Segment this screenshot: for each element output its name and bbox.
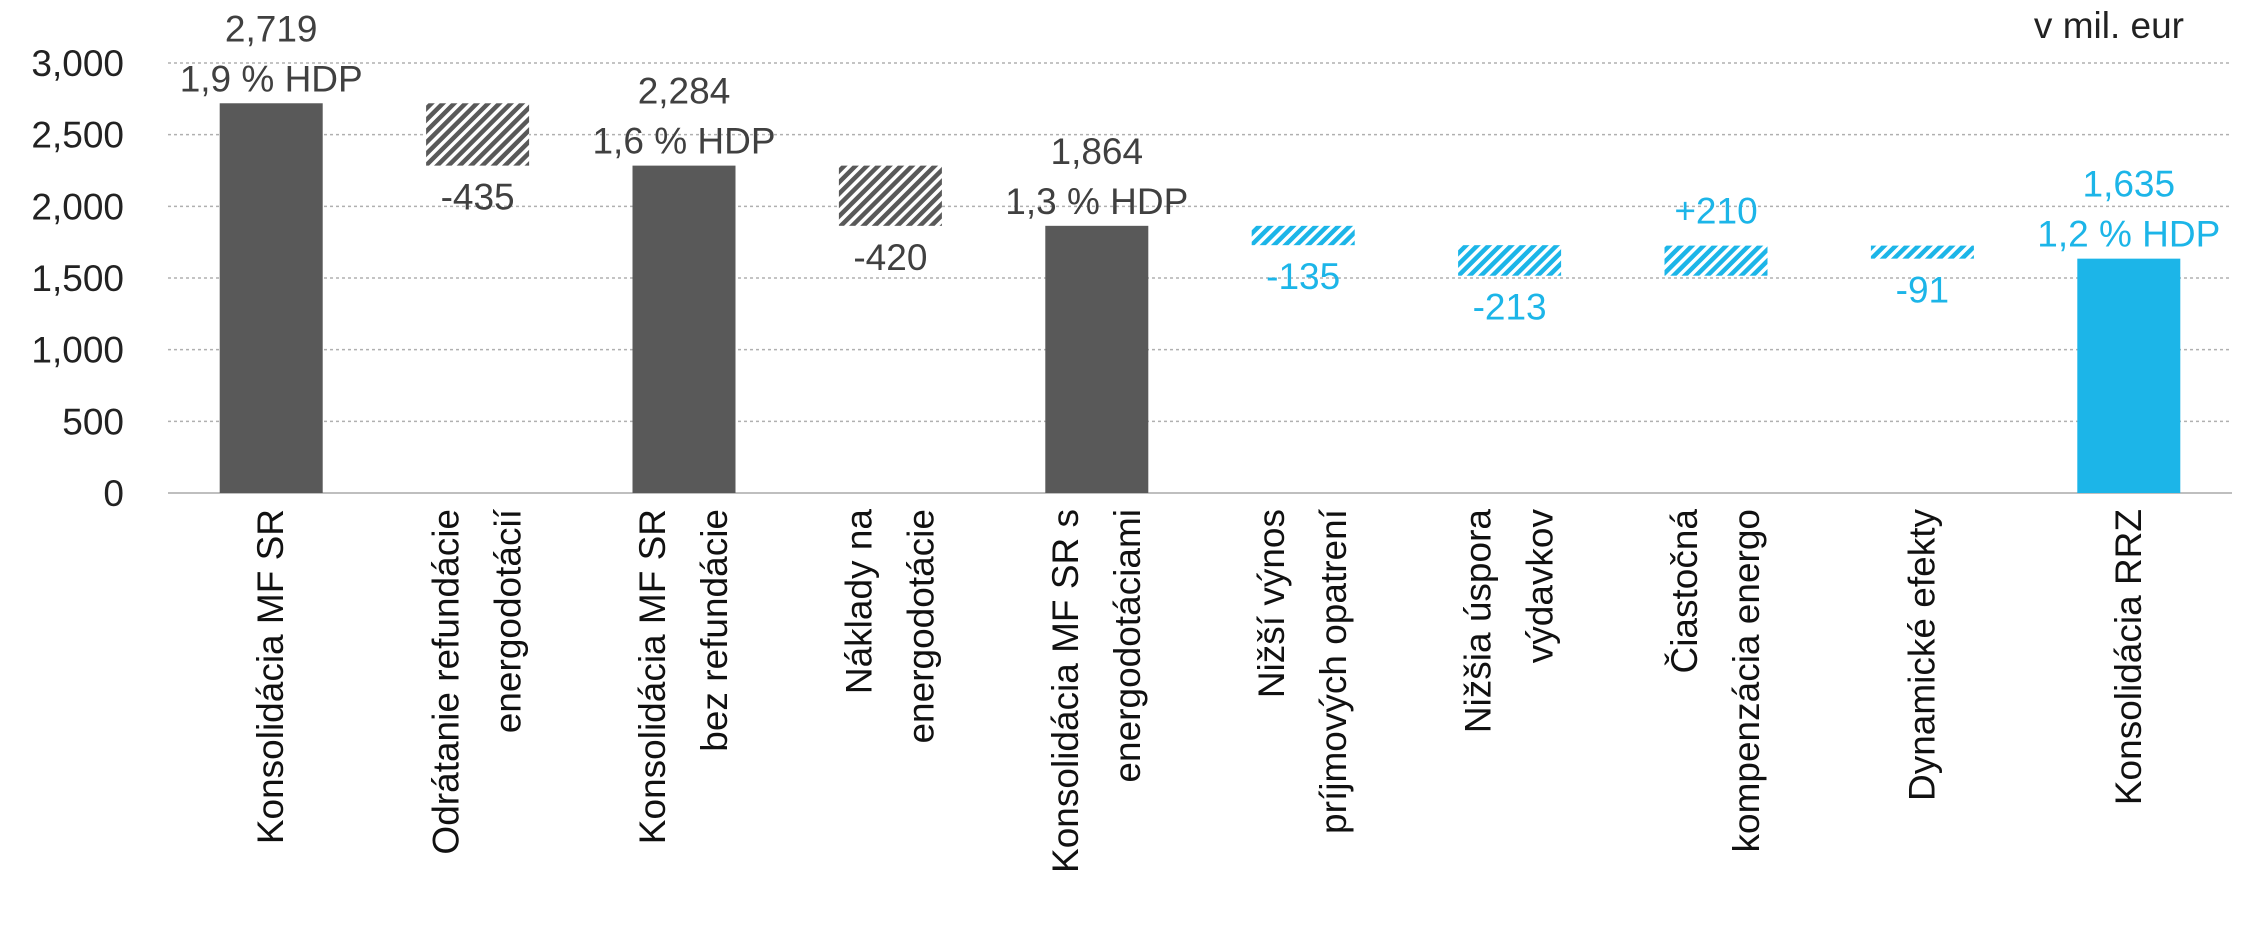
x-tick-label: energodotácií bbox=[488, 508, 529, 733]
total-bar bbox=[1045, 225, 1149, 493]
x-tick-label: príjmových opatrení bbox=[1313, 508, 1354, 834]
x-tick-label: energodotácie bbox=[900, 509, 941, 744]
delta-bar bbox=[1870, 245, 1974, 259]
x-tick-label: bez refundácie bbox=[694, 509, 735, 752]
y-tick-label: 0 bbox=[103, 473, 124, 514]
delta-bar bbox=[1458, 245, 1562, 276]
data-label: -435 bbox=[441, 177, 515, 218]
total-bar bbox=[2077, 258, 2181, 493]
data-label: -213 bbox=[1473, 287, 1547, 328]
data-label: -91 bbox=[1896, 270, 1949, 311]
y-tick-label: 1,500 bbox=[31, 258, 124, 299]
data-label: 1,3 % HDP bbox=[1005, 181, 1188, 222]
total-bar bbox=[632, 165, 736, 494]
x-tick-label: Konsolidácia MF SR bbox=[250, 509, 291, 844]
data-label: 1,864 bbox=[1051, 131, 1144, 172]
x-tick-label: Nižší výnos bbox=[1251, 509, 1292, 698]
unit-label: v mil. eur bbox=[2034, 5, 2184, 46]
bars bbox=[219, 103, 2181, 494]
data-label: 1,6 % HDP bbox=[592, 121, 775, 162]
x-tick-label: Nižšia úspora bbox=[1458, 509, 1499, 734]
y-tick-label: 2,000 bbox=[31, 186, 124, 227]
y-tick-label: 3,000 bbox=[31, 43, 124, 84]
data-label: 2,284 bbox=[638, 71, 731, 112]
data-label: 1,2 % HDP bbox=[2037, 214, 2220, 255]
total-bar bbox=[219, 103, 323, 493]
delta-bar bbox=[1664, 245, 1768, 276]
x-tick-label: kompenzácia energo bbox=[1726, 509, 1767, 853]
gridlines bbox=[168, 62, 2232, 423]
data-label: -420 bbox=[853, 237, 927, 278]
y-tick-label: 2,500 bbox=[31, 115, 124, 156]
y-tick-label: 1,000 bbox=[31, 330, 124, 371]
x-tick-label: energodotáciami bbox=[1107, 509, 1148, 783]
data-label: 1,9 % HDP bbox=[180, 58, 363, 99]
x-tick-label: Odrátanie refundácie bbox=[426, 509, 467, 855]
y-tick-label: 500 bbox=[62, 401, 124, 442]
x-tick-label: Náklady na bbox=[838, 509, 879, 695]
x-tick-label: Konsolidácia MF SR bbox=[632, 509, 673, 844]
data-labels: 2,719 1,9 % HDP -435 2,284 1,6 % HDP -420 1,86… bbox=[180, 8, 2221, 327]
x-tick-label: výdavkov bbox=[1520, 509, 1561, 664]
x-tick-label: Dynamické efekty bbox=[1901, 509, 1942, 801]
x-tick-label: Konsolidácia MF SR s bbox=[1045, 509, 1086, 873]
delta-bar bbox=[838, 165, 942, 226]
x-axis: Konsolidácia MF SR Odrátanie refundácie en… bbox=[250, 508, 2149, 873]
data-label: +210 bbox=[1674, 191, 1757, 232]
data-label: -135 bbox=[1266, 256, 1340, 297]
data-label: 1,635 bbox=[2083, 164, 2176, 205]
delta-bar bbox=[426, 103, 530, 166]
x-tick-label: Čiastočná bbox=[1664, 509, 1705, 674]
data-label: 2,719 bbox=[225, 8, 318, 49]
x-tick-label: Konsolidácia RRZ bbox=[2108, 509, 2149, 805]
y-axis: 0 500 1,000 1,500 2,000 2,500 3,000 bbox=[31, 43, 2232, 514]
delta-bar bbox=[1251, 225, 1355, 246]
